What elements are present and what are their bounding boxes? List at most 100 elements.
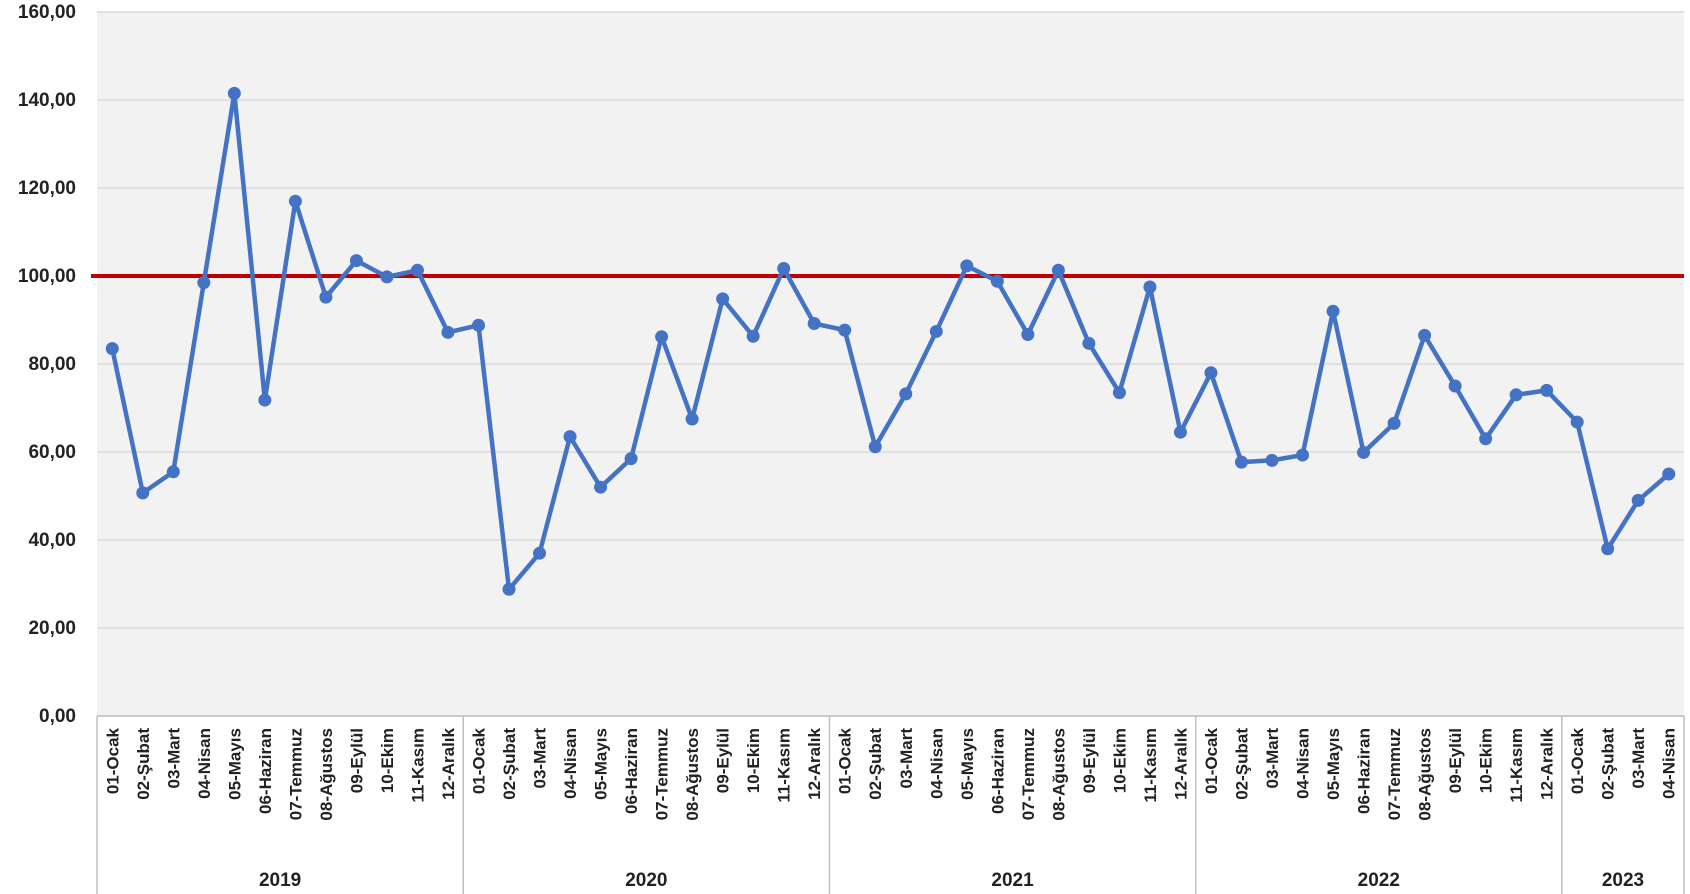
data-point xyxy=(1357,445,1371,459)
data-point xyxy=(1112,386,1126,400)
year-label: 2022 xyxy=(1358,870,1400,891)
data-point xyxy=(166,465,180,479)
x-tick-label: 03-Mart xyxy=(1629,728,1648,789)
data-point xyxy=(471,318,485,332)
year-label: 2020 xyxy=(625,870,667,891)
x-tick-label: 12-Aralık xyxy=(1171,727,1190,799)
x-tick-label: 05-Mayıs xyxy=(225,728,244,800)
x-tick-label: 08-Ağustos xyxy=(683,728,702,821)
x-tick-label: 03-Mart xyxy=(897,728,916,789)
data-point xyxy=(1326,304,1340,318)
data-point xyxy=(716,292,730,306)
data-point xyxy=(1479,432,1493,446)
data-point xyxy=(380,270,394,284)
x-tick-label: 04-Nisan xyxy=(927,728,946,799)
x-tick-label: 01-Ocak xyxy=(103,727,122,794)
y-tick-label: 20,00 xyxy=(28,618,76,639)
x-tick-label: 07-Temmuz xyxy=(1385,728,1404,820)
data-point xyxy=(105,342,119,356)
data-point xyxy=(1540,383,1554,397)
data-point xyxy=(563,430,577,444)
y-axis-ticks: 0,00 20,00 40,00 60,00 80,00 100,00 120,00 140,… xyxy=(18,2,76,727)
data-point xyxy=(1143,280,1157,294)
y-tick-label: 40,00 xyxy=(28,530,76,551)
data-point xyxy=(685,412,699,426)
data-point xyxy=(1387,416,1401,430)
x-tick-label: 10-Ekim xyxy=(1477,728,1496,793)
y-tick-label: 80,00 xyxy=(28,354,76,375)
data-point xyxy=(1021,328,1035,342)
y-tick-label: 140,00 xyxy=(18,90,76,111)
data-point xyxy=(288,194,302,208)
data-point xyxy=(1051,263,1065,277)
x-tick-label: 07-Temmuz xyxy=(286,728,305,820)
x-tick-label: 05-Mayıs xyxy=(1324,728,1343,800)
data-point xyxy=(502,582,516,596)
x-tick-label: 10-Ekim xyxy=(378,728,397,793)
data-points xyxy=(105,86,1676,596)
x-tick-label: 03-Mart xyxy=(531,728,550,789)
x-tick-label: 03-Mart xyxy=(164,728,183,789)
x-tick-label: 09-Eylül xyxy=(1080,728,1099,793)
x-tick-label: 09-Eylül xyxy=(347,728,366,793)
x-axis-ticks: 01-Ocak 02-Şubat 03-Mart 04-Nisan 05-Mayıs 06… xyxy=(103,727,1678,820)
x-tick-label: 06-Haziran xyxy=(622,728,641,814)
data-point xyxy=(1173,425,1187,439)
axes xyxy=(96,715,1685,894)
data-point xyxy=(1570,415,1584,429)
data-point xyxy=(899,387,913,401)
data-point xyxy=(594,480,608,494)
y-tick-label: 0,00 xyxy=(39,706,76,727)
data-point xyxy=(441,325,455,339)
data-point xyxy=(807,317,821,331)
x-tick-label: 04-Nisan xyxy=(1294,728,1313,799)
data-point xyxy=(1662,467,1676,481)
x-tick-label: 06-Haziran xyxy=(988,728,1007,814)
series-line xyxy=(110,91,1671,592)
data-point xyxy=(1418,328,1432,342)
x-tick-label: 11-Kasım xyxy=(1141,728,1160,803)
x-tick-label: 06-Haziran xyxy=(256,728,275,814)
data-point xyxy=(1082,336,1096,350)
data-point xyxy=(136,486,150,500)
x-tick-label: 05-Mayıs xyxy=(958,728,977,800)
data-point xyxy=(1296,448,1310,462)
data-point xyxy=(1631,493,1645,507)
x-tick-label: 07-Temmuz xyxy=(1019,728,1038,820)
data-point xyxy=(258,393,272,407)
data-point xyxy=(1509,388,1523,402)
x-tick-label: 11-Kasım xyxy=(1507,728,1526,803)
data-point xyxy=(990,274,1004,288)
data-point xyxy=(1265,453,1279,467)
x-tick-label: 01-Ocak xyxy=(1202,727,1221,794)
x-tick-label: 10-Ekim xyxy=(744,728,763,793)
x-tick-label: 02-Şubat xyxy=(134,728,153,800)
x-tick-label: 04-Nisan xyxy=(1660,728,1679,799)
y-tick-label: 60,00 xyxy=(28,442,76,463)
x-tick-label: 08-Ağustos xyxy=(1416,728,1435,821)
data-point xyxy=(929,324,943,338)
x-tick-label: 01-Ocak xyxy=(469,727,488,794)
x-tick-label: 07-Temmuz xyxy=(653,728,672,820)
data-point xyxy=(960,259,974,273)
x-tick-label: 11-Kasım xyxy=(775,728,794,803)
y-tick-label: 160,00 xyxy=(18,2,76,23)
data-point xyxy=(227,86,241,100)
data-point xyxy=(655,330,669,344)
data-point xyxy=(1601,542,1615,556)
data-point xyxy=(624,452,638,466)
x-tick-label: 08-Ağustos xyxy=(1049,728,1068,821)
x-tick-label: 04-Nisan xyxy=(561,728,580,799)
x-tick-label: 09-Eylül xyxy=(1446,728,1465,793)
data-point xyxy=(197,276,211,290)
data-point xyxy=(1448,379,1462,393)
x-tick-label: 08-Ağustos xyxy=(317,728,336,821)
data-point xyxy=(349,254,363,268)
data-point xyxy=(777,262,791,276)
year-label: 2021 xyxy=(991,870,1034,891)
data-point xyxy=(838,323,852,337)
x-tick-label: 01-Ocak xyxy=(836,727,855,794)
x-tick-label: 01-Ocak xyxy=(1568,727,1587,794)
x-tick-label: 04-Nisan xyxy=(195,728,214,799)
